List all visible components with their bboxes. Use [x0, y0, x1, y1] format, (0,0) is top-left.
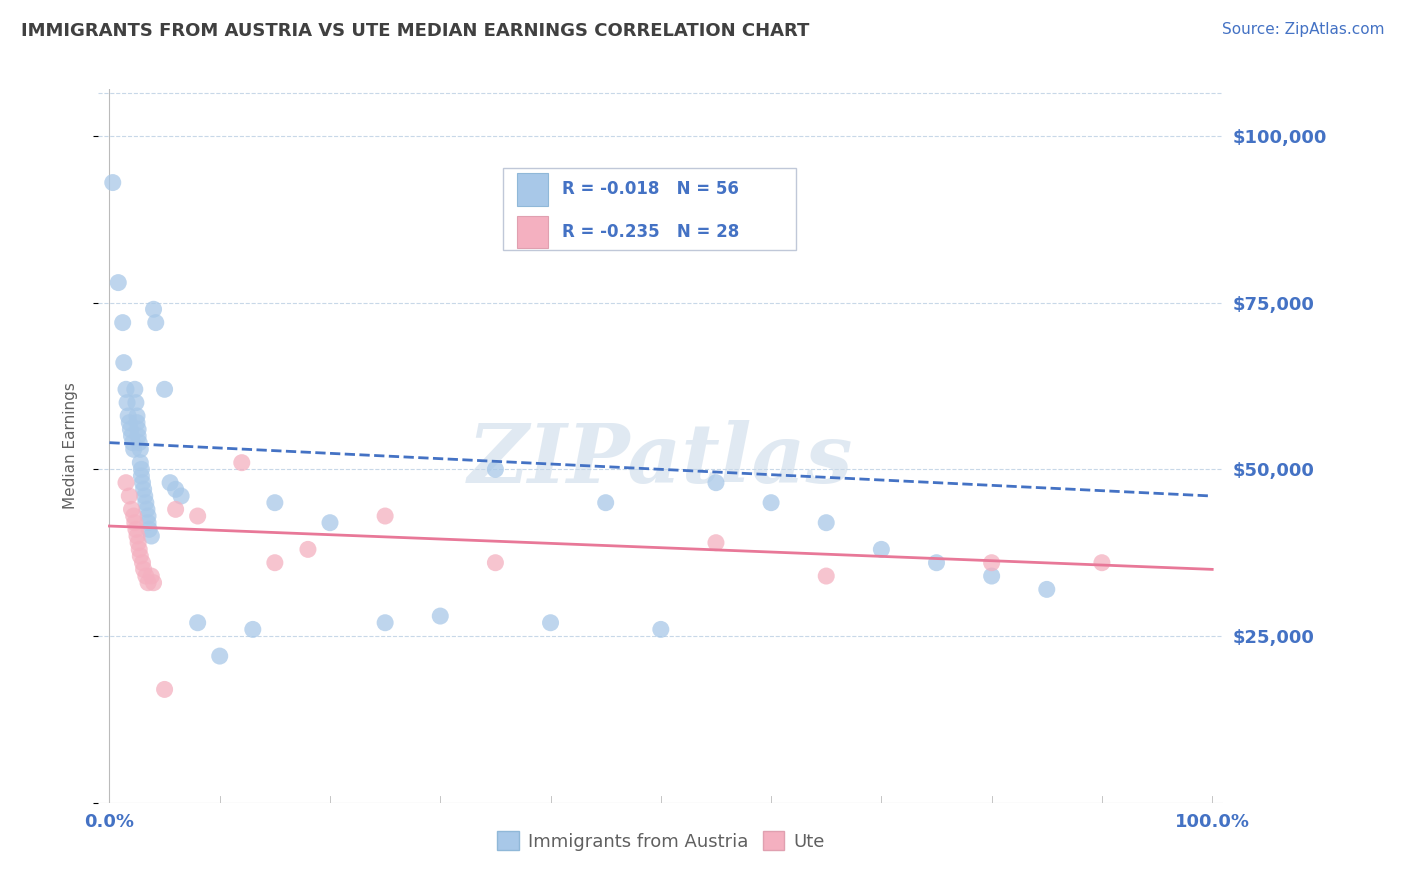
Point	[141, 529, 163, 543]
Point	[540, 615, 562, 630]
Point	[131, 475, 153, 490]
Point	[125, 416, 148, 430]
Point	[170, 489, 193, 503]
Point	[135, 569, 157, 583]
Point	[117, 409, 139, 423]
Point	[141, 569, 163, 583]
Point	[135, 496, 157, 510]
Point	[136, 502, 159, 516]
Point	[125, 522, 148, 536]
Point	[815, 516, 838, 530]
Point	[101, 176, 124, 190]
Point	[118, 416, 141, 430]
Point	[132, 483, 155, 497]
Point	[142, 302, 165, 317]
Point	[127, 422, 149, 436]
Point	[111, 316, 134, 330]
Point	[187, 509, 209, 524]
Point	[131, 462, 153, 476]
Point	[159, 475, 181, 490]
Point	[484, 462, 506, 476]
FancyBboxPatch shape	[517, 173, 548, 205]
Text: IMMIGRANTS FROM AUSTRIA VS UTE MEDIAN EARNINGS CORRELATION CHART: IMMIGRANTS FROM AUSTRIA VS UTE MEDIAN EA…	[21, 22, 810, 40]
Point	[124, 382, 146, 396]
Point	[128, 435, 150, 450]
Point	[131, 469, 153, 483]
FancyBboxPatch shape	[517, 216, 548, 248]
Point	[704, 535, 727, 549]
Point	[112, 356, 135, 370]
Point	[759, 496, 782, 510]
Point	[925, 556, 948, 570]
Point	[132, 562, 155, 576]
Point	[115, 475, 138, 490]
Point	[136, 575, 159, 590]
Point	[484, 556, 506, 570]
Point	[980, 556, 1002, 570]
Point	[208, 649, 231, 664]
Point	[127, 429, 149, 443]
Point	[129, 442, 152, 457]
Point	[165, 502, 187, 516]
Point	[125, 409, 148, 423]
Point	[129, 549, 152, 563]
Point	[127, 535, 149, 549]
Point	[374, 509, 396, 524]
FancyBboxPatch shape	[503, 168, 796, 250]
Point	[187, 615, 209, 630]
Point	[815, 569, 838, 583]
Point	[704, 475, 727, 490]
Y-axis label: Median Earnings: Median Earnings	[63, 383, 77, 509]
Point	[118, 489, 141, 503]
Point	[650, 623, 672, 637]
Text: ZIPatlas: ZIPatlas	[468, 420, 853, 500]
Point	[121, 435, 143, 450]
Point	[231, 456, 253, 470]
Point	[980, 569, 1002, 583]
Point	[131, 556, 153, 570]
Legend: Immigrants from Austria, Ute: Immigrants from Austria, Ute	[489, 824, 832, 858]
Point	[297, 542, 319, 557]
Point	[122, 509, 145, 524]
Point	[145, 316, 167, 330]
Point	[263, 556, 285, 570]
Point	[374, 615, 396, 630]
Point	[429, 609, 451, 624]
Point	[136, 509, 159, 524]
Point	[122, 442, 145, 457]
Point	[134, 489, 156, 503]
Point	[124, 516, 146, 530]
Point	[870, 542, 893, 557]
Point	[121, 502, 143, 516]
Text: R = -0.018   N = 56: R = -0.018 N = 56	[562, 180, 738, 198]
Point	[153, 682, 176, 697]
Point	[128, 542, 150, 557]
Point	[129, 456, 152, 470]
Point	[136, 516, 159, 530]
Point	[242, 623, 264, 637]
Text: R = -0.235   N = 28: R = -0.235 N = 28	[562, 223, 740, 241]
Point	[121, 429, 143, 443]
Point	[595, 496, 617, 510]
Point	[153, 382, 176, 396]
Point	[319, 516, 342, 530]
Point	[120, 422, 142, 436]
Point	[138, 522, 160, 536]
Point	[263, 496, 285, 510]
Point	[107, 276, 129, 290]
Text: Source: ZipAtlas.com: Source: ZipAtlas.com	[1222, 22, 1385, 37]
Point	[142, 575, 165, 590]
Point	[125, 529, 148, 543]
Point	[115, 395, 138, 409]
Point	[1091, 556, 1114, 570]
Point	[125, 395, 148, 409]
Point	[165, 483, 187, 497]
Point	[1036, 582, 1059, 597]
Point	[115, 382, 138, 396]
